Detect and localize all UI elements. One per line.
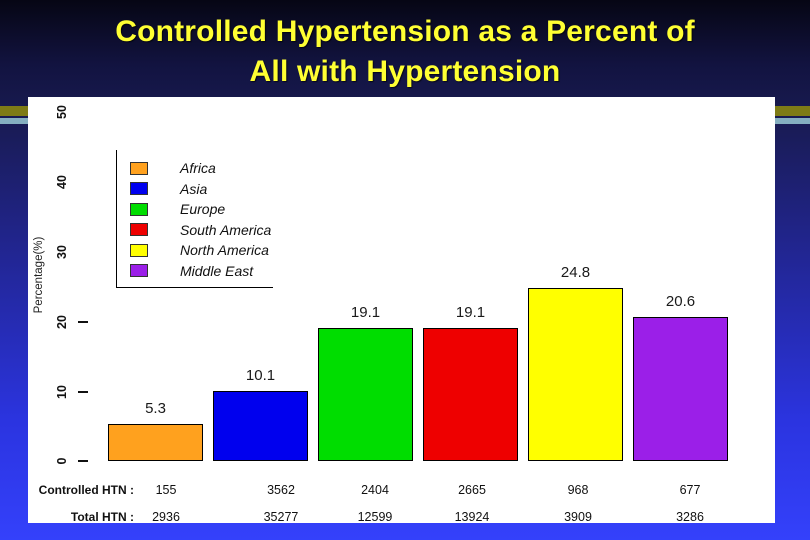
table-cell: 3909 xyxy=(564,510,592,524)
legend: Africa Asia Europe South America North A… xyxy=(116,150,273,288)
legend-swatch-south-america xyxy=(130,223,148,237)
y-tick-mark-0 xyxy=(78,460,88,462)
table-cell: 155 xyxy=(155,483,177,497)
table-row2-label: Total HTN : xyxy=(70,510,134,524)
table-cell: 13924 xyxy=(454,510,490,524)
table-cell: 35277 xyxy=(263,510,299,524)
table-cell: 2665 xyxy=(458,483,486,497)
table-cell: 968 xyxy=(567,483,589,497)
legend-label-south-america: South America xyxy=(180,221,272,238)
y-tick-mark-10 xyxy=(78,391,88,393)
legend-swatch-north-america xyxy=(130,243,148,257)
bar-middle-east xyxy=(633,317,728,461)
legend-label-middle-east: Middle East xyxy=(180,262,254,279)
slide-title: Controlled Hypertension as a Percent of … xyxy=(0,12,810,92)
table-cell: 2936 xyxy=(152,510,180,524)
table-cell: 2404 xyxy=(361,483,389,497)
legend-swatch-middle-east xyxy=(130,264,148,278)
slide-title-line2: All with Hypertension xyxy=(249,55,561,88)
bar-value-europe: 19.1 xyxy=(350,304,381,321)
table-cell: 3286 xyxy=(676,510,704,524)
legend-item-asia: Asia xyxy=(117,179,273,200)
bar-asia xyxy=(213,391,308,461)
slide-title-line1: Controlled Hypertension as a Percent of xyxy=(115,15,695,48)
table-cell: 12599 xyxy=(357,510,393,524)
bar-value-asia: 10.1 xyxy=(245,367,276,384)
legend-item-europe: Europe xyxy=(117,199,273,220)
legend-label-asia: Asia xyxy=(180,180,208,197)
legend-item-middle-east: Middle East xyxy=(117,261,273,282)
bar-value-north-america: 24.8 xyxy=(560,264,591,281)
legend-item-south-america: South America xyxy=(117,220,273,241)
bar-slot-south-america: 19.1 xyxy=(423,97,518,461)
bar-south-america xyxy=(423,328,518,461)
legend-item-africa: Africa xyxy=(117,158,273,179)
bar-africa xyxy=(108,424,203,461)
bar-slot-africa: 5.3 xyxy=(108,97,203,461)
bar-slot-europe: 19.1 xyxy=(318,97,413,461)
legend-label-north-america: North America xyxy=(180,242,269,259)
bar-europe xyxy=(318,328,413,461)
legend-item-north-america: North America xyxy=(117,240,273,261)
bar-slot-middle-east: 20.6 xyxy=(633,97,728,461)
bar-value-africa: 5.3 xyxy=(145,400,166,417)
legend-label-europe: Europe xyxy=(180,201,226,218)
table-row1-label: Controlled HTN : xyxy=(38,483,134,497)
table-cell: 677 xyxy=(679,483,701,497)
bar-north-america xyxy=(528,288,623,461)
table-cell: 3562 xyxy=(267,483,295,497)
legend-label-africa: Africa xyxy=(180,160,216,177)
plot-area: 5.3 10.1 19.1 19.1 24.8 20.6 xyxy=(28,97,775,461)
legend-swatch-africa xyxy=(130,161,148,175)
bar-slot-asia: 10.1 xyxy=(213,97,308,461)
y-tick-mark-20 xyxy=(78,321,88,323)
legend-swatch-asia xyxy=(130,182,148,196)
bar-value-middle-east: 20.6 xyxy=(665,293,696,310)
legend-swatch-europe xyxy=(130,202,148,216)
bar-value-south-america: 19.1 xyxy=(455,304,486,321)
chart-panel: Percentage(%) 50 40 30 20 10 0 Africa As… xyxy=(28,97,775,524)
bar-slot-north-america: 24.8 xyxy=(528,97,623,461)
